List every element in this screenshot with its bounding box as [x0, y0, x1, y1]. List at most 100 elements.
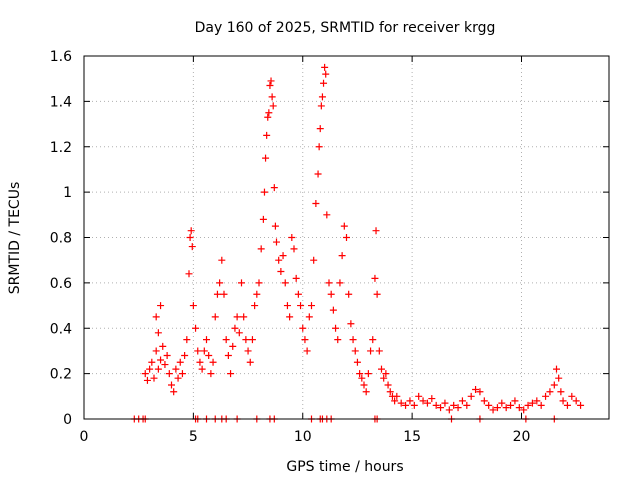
data-point: [154, 329, 162, 337]
data-point: [286, 313, 294, 321]
axis-ticks: 0 5 10 15 20 0 0.2 0.4 0.6 0.8 1 1.2 1.4 1.6: [50, 49, 609, 445]
data-point: [458, 397, 466, 405]
data-point: [397, 399, 405, 407]
data-point: [233, 313, 241, 321]
data-point: [189, 302, 197, 310]
data-point: [238, 279, 245, 287]
data-point: [148, 358, 156, 366]
data-point: [423, 399, 431, 407]
data-point: [485, 401, 493, 409]
data-point: [174, 374, 182, 382]
data-point: [372, 227, 380, 235]
data-point: [224, 351, 232, 359]
data-point: [349, 336, 357, 344]
data-point: [266, 81, 274, 89]
y-tick-label: 0: [63, 412, 72, 428]
data-point: [410, 401, 418, 409]
data-point: [222, 336, 230, 344]
data-point: [402, 401, 410, 409]
data-point: [507, 401, 515, 409]
data-point: [207, 370, 215, 378]
data-point: [343, 234, 350, 241]
data-point: [542, 392, 550, 400]
data-point: [242, 336, 250, 344]
data-point: [253, 290, 261, 298]
data-point: [375, 347, 383, 355]
data-point: [502, 404, 510, 412]
data-point: [338, 252, 346, 260]
data-point: [347, 320, 355, 328]
data-point: [188, 243, 196, 251]
data-point: [157, 302, 165, 310]
data-point: [211, 313, 219, 321]
data-point: [327, 290, 335, 298]
data-point: [143, 376, 151, 384]
data-point: [572, 397, 580, 405]
data-point: [165, 370, 173, 378]
data-point: [270, 184, 278, 192]
chart-title: Day 160 of 2025, SRMTID for receiver krg…: [195, 20, 496, 36]
data-point: [334, 336, 342, 344]
data-point: [172, 365, 180, 373]
data-point: [154, 365, 162, 373]
data-point: [320, 79, 328, 87]
data-point: [187, 227, 195, 235]
data-point: [303, 347, 311, 355]
data-point: [229, 342, 237, 350]
data-point: [267, 77, 275, 85]
data-point: [259, 215, 267, 223]
data-point: [329, 306, 337, 314]
x-tick-label: 15: [403, 429, 421, 445]
data-point: [257, 245, 265, 253]
data-point: [315, 143, 323, 151]
y-tick-label: 1: [63, 185, 72, 201]
data-point: [312, 199, 320, 207]
data-point: [283, 302, 291, 310]
data-point: [290, 245, 298, 253]
x-tick-label: 5: [189, 429, 198, 445]
data-point: [150, 374, 158, 382]
data-point: [198, 365, 206, 373]
data-point: [537, 401, 545, 409]
y-tick-label: 1.4: [50, 94, 72, 110]
data-point: [493, 404, 501, 412]
x-tick-label: 10: [294, 429, 312, 445]
data-point: [371, 274, 379, 282]
data-point: [260, 188, 268, 196]
data-point: [227, 370, 235, 378]
data-point: [322, 70, 330, 78]
data-point: [310, 256, 318, 264]
data-point: [161, 361, 169, 369]
data-point: [146, 365, 154, 373]
data-point: [520, 406, 528, 414]
data-point: [316, 125, 324, 133]
data-point: [317, 102, 325, 110]
data-point: [415, 392, 423, 400]
data-point: [382, 370, 390, 378]
data-point: [553, 365, 560, 373]
data-point: [524, 401, 532, 409]
x-tick-label: 0: [80, 429, 89, 445]
data-point: [472, 386, 480, 394]
data-point: [384, 381, 392, 389]
data-point: [577, 401, 585, 409]
y-tick-label: 0.8: [50, 231, 72, 247]
data-point: [209, 358, 217, 366]
data-point: [528, 399, 536, 407]
data-point: [196, 358, 204, 366]
data-point: [515, 404, 523, 412]
data-point: [463, 401, 471, 409]
data-point: [360, 381, 368, 389]
data-point: [332, 324, 340, 332]
data-point: [419, 397, 427, 405]
data-point: [358, 374, 366, 382]
data-point: [351, 347, 359, 355]
data-point: [533, 397, 541, 405]
data-point: [301, 336, 309, 344]
data-point: [200, 347, 208, 355]
data-point: [297, 302, 305, 310]
data-point: [373, 290, 381, 298]
data-point: [340, 222, 348, 230]
data-point: [244, 347, 252, 355]
